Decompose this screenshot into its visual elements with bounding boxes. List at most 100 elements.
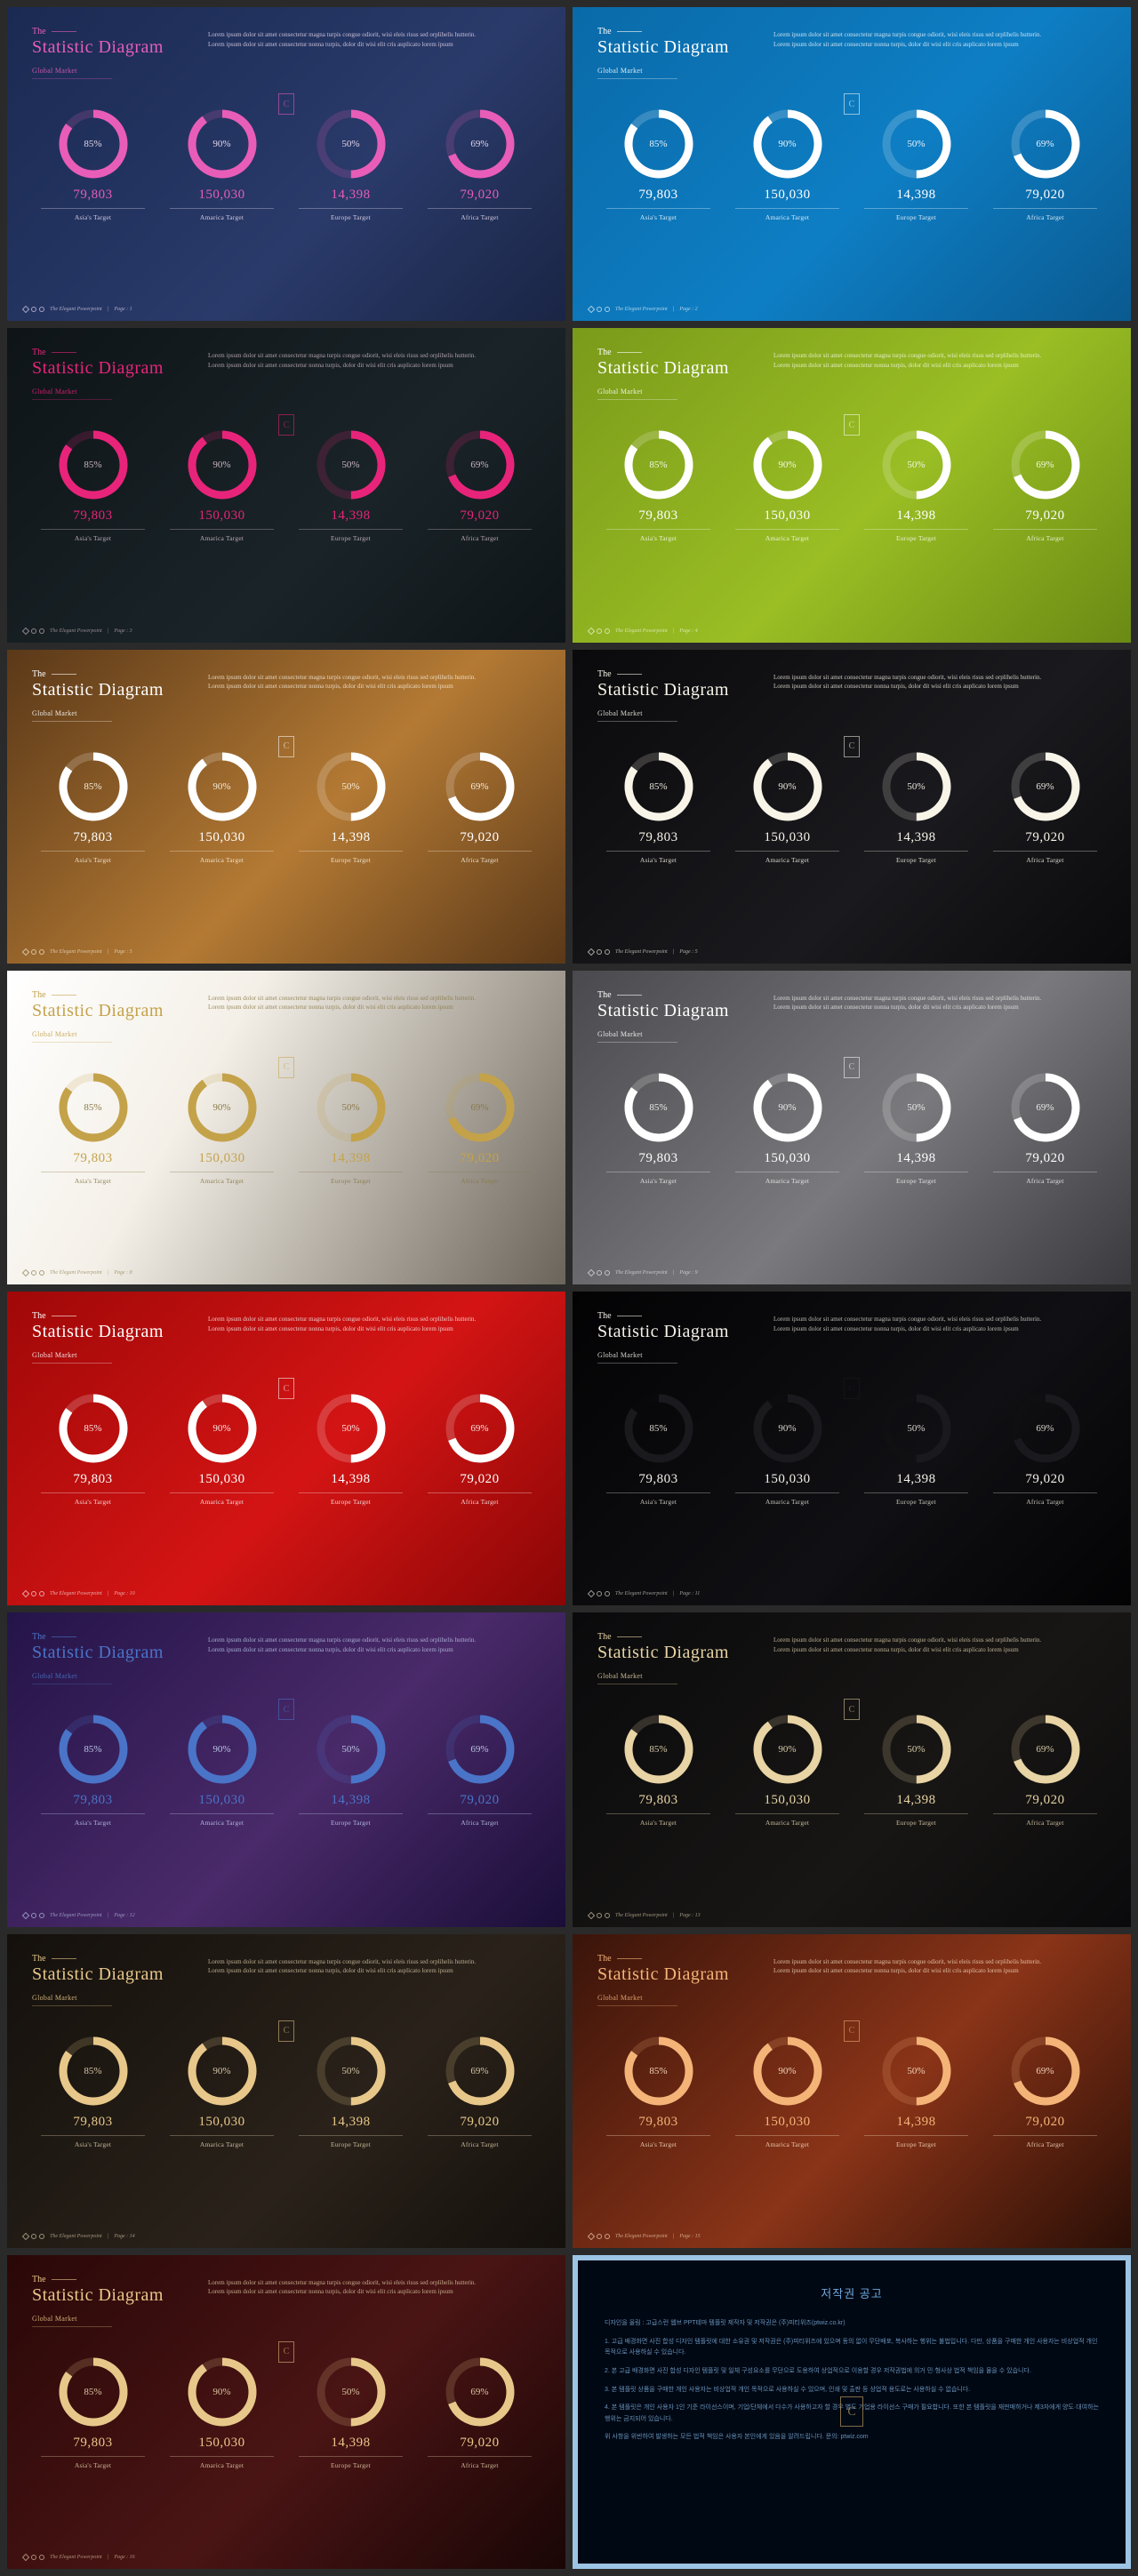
footer-nav-icon bbox=[589, 2234, 610, 2239]
stat-item: 69%79,020Africa Target bbox=[984, 430, 1106, 542]
stat-item: 50%14,398Europe Target bbox=[290, 1715, 412, 1827]
divider bbox=[993, 1813, 1098, 1814]
stat-value: 14,398 bbox=[896, 1151, 935, 1166]
stat-value: 150,030 bbox=[764, 2115, 810, 2130]
footer-nav-icon bbox=[23, 1913, 44, 1918]
copyright-paragraph: 위 사항을 위반하여 발생하는 모든 법적 책임은 사용자 본인에게 있음을 알… bbox=[605, 2432, 1099, 2444]
stat-label: Africa Target bbox=[461, 2140, 498, 2148]
footer-nav-icon bbox=[589, 949, 610, 955]
donut-chart: 85% bbox=[624, 1715, 693, 1784]
slide-title: Statistic Diagram bbox=[597, 1001, 749, 1021]
stat-value: 79,020 bbox=[460, 1793, 499, 1808]
stat-value: 79,803 bbox=[638, 830, 677, 845]
donut-chart: 50% bbox=[317, 1073, 386, 1142]
slide-subtitle: Global Market bbox=[32, 2315, 183, 2327]
stat-label: Amarica Target bbox=[200, 2461, 244, 2469]
stat-value: 14,398 bbox=[331, 1793, 370, 1808]
donut-percent: 50% bbox=[317, 109, 386, 179]
stat-label: Asia's Target bbox=[75, 1498, 111, 1506]
donut-percent: 90% bbox=[753, 1394, 822, 1463]
donut-chart: 50% bbox=[317, 2036, 386, 2106]
slide: TheStatistic DiagramGlobal MarketLorem i… bbox=[573, 1292, 1131, 1605]
slide-subtitle: Global Market bbox=[597, 1030, 749, 1043]
slide-title: Statistic Diagram bbox=[32, 1001, 183, 1021]
stat-label: Africa Target bbox=[1026, 856, 1063, 864]
divider bbox=[606, 1813, 711, 1814]
title-block: TheStatistic DiagramGlobal Market bbox=[32, 1311, 183, 1364]
footer-page: Page : 3 bbox=[114, 628, 132, 634]
stat-item: 90%150,030Amarica Target bbox=[161, 2036, 283, 2148]
divider bbox=[170, 2135, 275, 2136]
stat-item: 50%14,398Europe Target bbox=[855, 752, 977, 864]
stat-label: Amarica Target bbox=[765, 2140, 809, 2148]
stat-item: 85%79,803Asia's Target bbox=[597, 1715, 719, 1827]
stat-item: 50%14,398Europe Target bbox=[290, 1073, 412, 1185]
donut-percent: 50% bbox=[882, 1394, 951, 1463]
stat-item: 85%79,803Asia's Target bbox=[597, 430, 719, 542]
stat-item: 85%79,803Asia's Target bbox=[32, 109, 154, 221]
stat-label: Amarica Target bbox=[765, 1819, 809, 1827]
divider bbox=[428, 2456, 533, 2457]
overline: The bbox=[597, 990, 749, 1000]
overline: The bbox=[32, 1632, 183, 1642]
donut-chart: 85% bbox=[624, 1073, 693, 1142]
footer-nav-icon bbox=[23, 1591, 44, 1596]
donut-percent: 69% bbox=[1011, 1394, 1080, 1463]
title-block: TheStatistic Diagram Global Market bbox=[597, 990, 749, 1043]
divider bbox=[41, 529, 146, 530]
donut-chart: 69% bbox=[1011, 2036, 1080, 2106]
title-block: TheStatistic DiagramGlobal Market bbox=[597, 1954, 749, 2006]
divider bbox=[170, 1813, 275, 1814]
divider bbox=[606, 2135, 711, 2136]
stat-label: Amarica Target bbox=[765, 213, 809, 221]
donut-chart: 69% bbox=[1011, 109, 1080, 179]
footer-text: The Elegant Powerpoint bbox=[615, 949, 668, 955]
slide-header: TheStatistic DiagramGlobal MarketLorem i… bbox=[32, 2275, 541, 2327]
donut-percent: 50% bbox=[882, 109, 951, 179]
donut-chart: 90% bbox=[188, 2036, 257, 2106]
donut-percent: 90% bbox=[188, 2036, 257, 2106]
donut-percent: 69% bbox=[445, 1073, 515, 1142]
stat-value: 14,398 bbox=[331, 188, 370, 203]
donut-chart: 90% bbox=[753, 109, 822, 179]
stat-value: 79,020 bbox=[460, 1151, 499, 1166]
donut-chart: 69% bbox=[1011, 430, 1080, 500]
donut-percent: 69% bbox=[445, 2036, 515, 2106]
slide-description: Lorem ipsum dolor sit amet consectetur m… bbox=[773, 27, 1058, 79]
stat-label: Asia's Target bbox=[640, 1498, 677, 1506]
stat-label: Africa Target bbox=[1026, 2140, 1063, 2148]
slide: TheStatistic DiagramGlobal MarketLorem i… bbox=[573, 1612, 1131, 1926]
donut-percent: 85% bbox=[59, 109, 128, 179]
stat-value: 79,803 bbox=[73, 2115, 112, 2130]
stat-item: 90%150,030Amarica Target bbox=[161, 2357, 283, 2469]
slide-description: Lorem ipsum dolor sit amet consectetur m… bbox=[773, 990, 1058, 1043]
footer-nav-icon bbox=[589, 1913, 610, 1918]
footer-page: Page : 15 bbox=[679, 2234, 700, 2239]
footer-page: Page : 4 bbox=[679, 628, 697, 634]
copyright-title: 저작권 공고 bbox=[605, 2284, 1099, 2304]
donut-percent: 90% bbox=[188, 109, 257, 179]
watermark-badge: C bbox=[840, 2396, 863, 2427]
donut-percent: 85% bbox=[624, 1394, 693, 1463]
watermark-badge: C bbox=[278, 1699, 294, 1720]
footer-page: Page : 8 bbox=[114, 1270, 132, 1276]
slide-footer: The Elegant Powerpoint|Page : 5 bbox=[589, 949, 698, 955]
donut-percent: 85% bbox=[624, 1073, 693, 1142]
stat-label: Asia's Target bbox=[75, 856, 111, 864]
footer-nav-icon bbox=[23, 628, 44, 634]
stat-label: Europe Target bbox=[331, 213, 371, 221]
donut-percent: 50% bbox=[317, 1394, 386, 1463]
donut-percent: 69% bbox=[1011, 430, 1080, 500]
stat-label: Africa Target bbox=[461, 213, 498, 221]
title-block: TheStatistic DiagramGlobal Market bbox=[32, 27, 183, 79]
title-block: TheStatistic DiagramGlobal Market bbox=[32, 2275, 183, 2327]
stat-item: 90%150,030Amarica Target bbox=[726, 2036, 848, 2148]
donut-chart: 85% bbox=[59, 2357, 128, 2427]
slide: TheStatistic DiagramGlobal MarketLorem i… bbox=[7, 1612, 565, 1926]
divider bbox=[428, 851, 533, 852]
stat-item: 69%79,020Africa Target bbox=[984, 1073, 1106, 1185]
divider bbox=[864, 2135, 969, 2136]
slide-title: Statistic Diagram bbox=[597, 37, 749, 58]
overline: The bbox=[32, 2275, 183, 2284]
slide: TheStatistic Diagram Global Market Lorem i… bbox=[573, 971, 1131, 1284]
